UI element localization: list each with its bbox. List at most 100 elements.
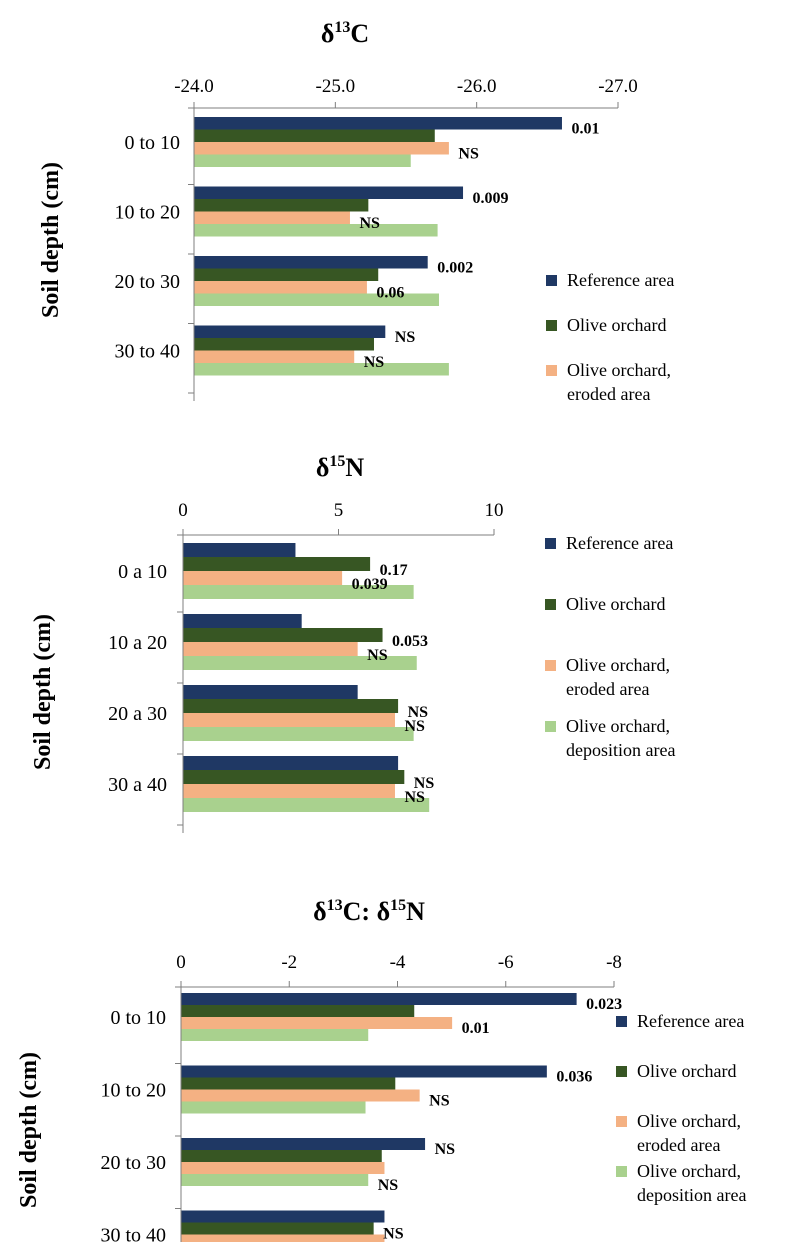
significance-label: NS: [408, 704, 429, 721]
bar-olive-orchard: [183, 699, 399, 713]
category-label: 30 to 40: [114, 341, 180, 363]
chart-panel-3: δ13C: δ15N Soil depth (cm) 0 -2 -4 -6 -8 0 to 1…: [16, 897, 746, 1242]
x-tick-label: -8: [606, 952, 622, 973]
x-tick-label: -4: [390, 952, 406, 973]
bar-olive-orchard: [183, 628, 383, 642]
legend-label: Reference area: [637, 1011, 744, 1031]
legend-swatch: [545, 538, 556, 549]
bar-olive-orchard: [183, 557, 371, 571]
bar-olive-orchard-eroded-area: [183, 571, 343, 585]
legend-swatch: [545, 599, 556, 610]
significance-label: 0.01: [462, 1020, 490, 1037]
bar-reference-area: [183, 614, 302, 628]
y-axis-label: Soil depth (cm): [30, 614, 56, 770]
bar-olive-orchard-deposition-area: [181, 1029, 369, 1041]
bar-olive-orchard-deposition-area: [183, 727, 414, 741]
category-label: 20 a 30: [108, 703, 167, 725]
bar-olive-orchard: [181, 1077, 396, 1090]
chart-panel-2: δ15N Soil depth (cm) 0 5 10 0 a 10 0.170.039 10…: [30, 453, 675, 833]
significance-label: NS: [383, 1226, 404, 1242]
category-label: 10 a 20: [108, 632, 167, 654]
legend-swatch: [545, 721, 556, 732]
legend-label: Olive orchard: [566, 594, 665, 614]
bar-olive-orchard: [194, 129, 435, 142]
bar-olive-orchard: [183, 770, 405, 784]
bar-olive-orchard-eroded-area: [194, 350, 355, 363]
bar-reference-area: [183, 685, 358, 699]
x-tick-label: -24.0: [174, 76, 214, 97]
significance-label: NS: [435, 1141, 456, 1158]
significance-label: NS: [359, 215, 380, 232]
significance-label: NS: [364, 354, 385, 371]
legend-swatch: [616, 1016, 627, 1027]
significance-label: 0.002: [437, 260, 473, 277]
bar-olive-orchard-eroded-area: [183, 713, 395, 727]
x-tick-label: -25.0: [316, 76, 356, 97]
significance-label: 0.053: [392, 633, 428, 650]
bar-olive-orchard-eroded-area: [183, 642, 358, 656]
bar-olive-orchard-eroded-area: [194, 281, 367, 294]
bar-olive-orchard-eroded-area: [181, 1234, 385, 1242]
bar-reference-area: [194, 186, 464, 199]
x-tick-label: 0: [176, 952, 186, 973]
category-label: 20 to 30: [114, 271, 180, 293]
legend-label: Olive orchard, eroded area: [566, 655, 670, 699]
category-label: 0 to 10: [124, 132, 180, 154]
significance-label: NS: [414, 775, 435, 792]
bar-reference-area: [181, 1210, 385, 1223]
significance-label: NS: [429, 1093, 450, 1110]
bar-reference-area: [183, 543, 296, 557]
chart-title: δ15N: [316, 453, 365, 482]
significance-label: NS: [458, 146, 479, 163]
category-label: 30 a 40: [108, 774, 167, 796]
legend-label: Olive orchard, eroded area: [637, 1111, 741, 1155]
bar-olive-orchard-deposition-area: [183, 798, 430, 812]
bar-olive-orchard: [181, 1150, 382, 1162]
bar-reference-area: [181, 1065, 547, 1078]
bar-olive-orchard-deposition-area: [183, 656, 417, 670]
category-label: 20 to 30: [100, 1152, 166, 1174]
bar-olive-orchard-deposition-area: [181, 1101, 366, 1114]
legend-swatch: [545, 660, 556, 671]
significance-label: 0.17: [380, 562, 408, 579]
significance-label: NS: [404, 718, 425, 735]
significance-label: 0.009: [473, 190, 509, 207]
legend-swatch: [546, 320, 557, 331]
legend-label: Olive orchard: [637, 1061, 736, 1081]
bar-olive-orchard-deposition-area: [183, 585, 414, 599]
bar-olive-orchard: [181, 1005, 415, 1017]
category-label: 0 to 10: [110, 1007, 166, 1029]
bar-olive-orchard: [194, 338, 374, 351]
significance-label: 0.023: [586, 996, 622, 1013]
bar-olive-orchard-eroded-area: [194, 142, 449, 155]
x-tick-label: 0: [178, 500, 188, 521]
legend-label: Olive orchard: [567, 315, 666, 335]
category-label: 10 to 20: [114, 202, 180, 224]
x-tick-label: 5: [334, 500, 344, 521]
legend-swatch: [546, 365, 557, 376]
significance-label: 0.036: [556, 1069, 592, 1086]
legend-swatch: [616, 1116, 627, 1127]
legend-swatch: [616, 1066, 627, 1077]
bar-olive-orchard-eroded-area: [181, 1162, 385, 1174]
bar-olive-orchard-eroded-area: [183, 784, 395, 798]
bar-olive-orchard-eroded-area: [181, 1017, 453, 1029]
bar-reference-area: [194, 117, 562, 130]
category-label: 0 a 10: [118, 561, 167, 583]
bar-olive-orchard-eroded-area: [194, 211, 350, 224]
x-tick-label: 10: [485, 500, 504, 521]
legend-label: Reference area: [567, 270, 674, 290]
bar-olive-orchard-deposition-area: [181, 1174, 369, 1186]
significance-label: NS: [395, 329, 416, 346]
legend-label: Reference area: [566, 533, 673, 553]
y-axis-label: Soil depth (cm): [16, 1052, 42, 1208]
x-tick-label: -26.0: [457, 76, 497, 97]
bar-reference-area: [194, 256, 428, 269]
legend-swatch: [546, 275, 557, 286]
bar-reference-area: [181, 993, 577, 1005]
y-axis-label: Soil depth (cm): [38, 162, 64, 318]
significance-label: 0.01: [571, 121, 599, 138]
chart-title: δ13C: δ15N: [313, 897, 425, 926]
bar-olive-orchard-deposition-area: [194, 293, 440, 306]
